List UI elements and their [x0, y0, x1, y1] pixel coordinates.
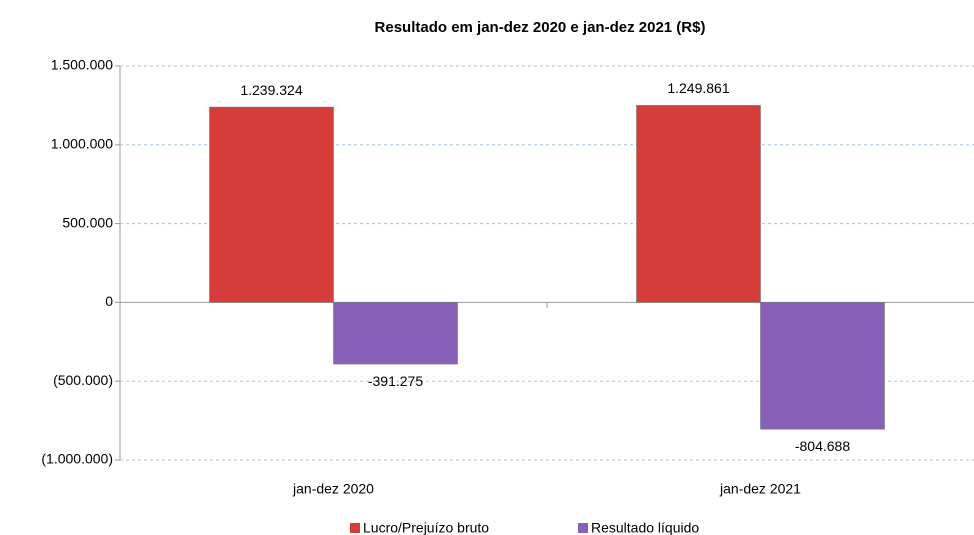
value-label: 1.239.324 — [240, 82, 302, 98]
x-tick-label: jan-dez 2021 — [719, 481, 801, 497]
y-tick-label: (500.000) — [53, 372, 113, 388]
legend-swatch — [578, 523, 588, 533]
bar — [333, 302, 458, 365]
y-tick-label: 500.000 — [62, 214, 113, 230]
x-tick-label: jan-dez 2020 — [292, 481, 374, 497]
y-tick-label: 0 — [105, 293, 113, 309]
value-label: 1.249.861 — [667, 80, 729, 96]
chart-title: Resultado em jan-dez 2020 e jan-dez 2021… — [375, 19, 706, 36]
legend-label: Resultado líquido — [591, 520, 699, 535]
bar — [209, 106, 334, 303]
legend-label: Lucro/Prejuízo bruto — [363, 520, 489, 535]
value-label: -804.688 — [795, 438, 850, 454]
y-tick-label: 1.500.000 — [51, 57, 113, 73]
bar — [636, 105, 761, 303]
value-label: -391.275 — [368, 373, 423, 389]
bar — [760, 302, 885, 430]
legend-swatch — [350, 523, 360, 533]
y-tick-label: (1.000.000) — [41, 451, 113, 467]
y-tick-label: 1.000.000 — [51, 136, 113, 152]
